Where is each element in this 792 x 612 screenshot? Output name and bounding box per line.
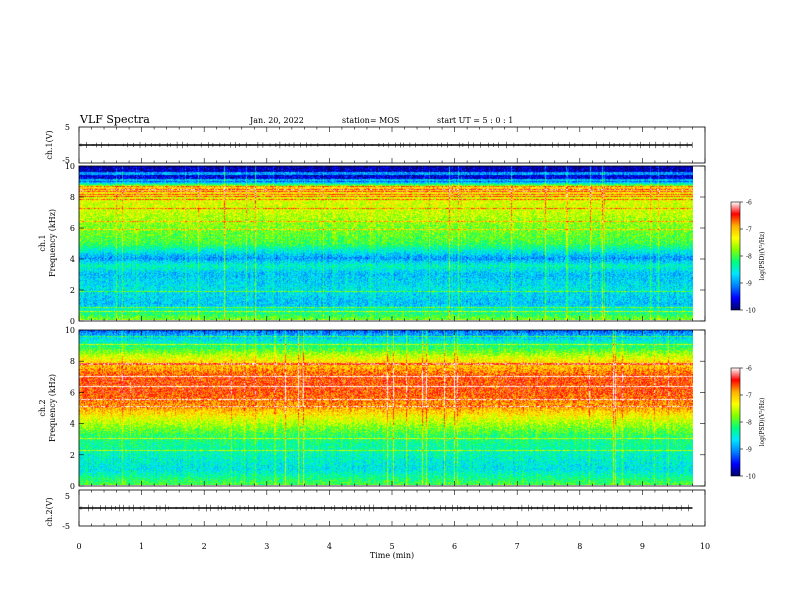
ytick-label: 8: [70, 193, 75, 202]
colorbar-tick-label: -9: [746, 281, 752, 288]
ch1-colorbar: -6 -7 -8 -9 -10 log(PSD)(V²/Hz): [730, 200, 766, 315]
ch2-waveform-ytick-top: 5: [65, 492, 70, 501]
ytick-label: 0: [70, 317, 75, 326]
colorbar-tick-label: -10: [746, 474, 756, 481]
ch2-waveform-ylabel: ch.2(V): [45, 497, 54, 526]
ch1-waveform-trace: [79, 141, 693, 149]
time-tick-label: 8: [577, 542, 582, 551]
time-tick-label: 6: [452, 542, 457, 551]
ch1-spectrogram-image: [79, 166, 693, 320]
station-label: station= MOS: [342, 116, 399, 125]
ch1-colorbar-label: log(PSD)(V²/Hz): [759, 232, 766, 281]
waveform-spikes: [80, 141, 693, 149]
ch2-waveform-xticks: [78, 490, 706, 526]
colorbar-tick-label: -10: [746, 308, 756, 315]
ch2-colorbar: -6 -7 -8 -9 -10 log(PSD)(V²/Hz): [730, 366, 766, 481]
ch1-colorbar-gradient: [730, 201, 741, 311]
ch1-spectrogram-panel: 0 2 4 6 8 10 ch.1 Frequency (kHz): [38, 162, 706, 326]
ytick-label: 10: [65, 326, 75, 335]
time-axis-ticklabels: 0 1 2 3 4 5 6 7 8 9 10: [76, 542, 710, 551]
ch2-spectrogram-ylabel-frequency: Frequency (kHz): [48, 374, 57, 442]
time-tick-label: 4: [327, 542, 332, 551]
ytick-label: 4: [70, 255, 75, 264]
ch1-waveform-ytick-bottom: -5: [62, 156, 70, 165]
ch2-spectrogram-xticks: [78, 330, 706, 486]
ytick-label: 6: [70, 224, 75, 233]
ytick-label: 2: [70, 286, 75, 295]
start-time-label: start UT = 5 : 0 : 1: [437, 116, 513, 125]
ch1-spectrogram-ylabel-frequency: Frequency (kHz): [48, 209, 57, 277]
ytick-label: 10: [65, 162, 75, 171]
ytick-label: 8: [70, 357, 75, 366]
date-label: Jan. 20, 2022: [249, 116, 304, 125]
time-tick-label: 7: [515, 542, 520, 551]
ch2-colorbar-label: log(PSD)(V²/Hz): [759, 398, 766, 447]
ch1-waveform-xticks: [78, 127, 706, 163]
time-tick-label: 10: [700, 542, 710, 551]
ytick-label: 2: [70, 451, 75, 460]
ch2-waveform-ytick-bottom: -5: [62, 522, 70, 531]
ch2-waveform-trace: [79, 504, 693, 512]
waveform-spikes: [80, 504, 689, 512]
ch1-waveform-ylabel: ch.1(V): [45, 130, 54, 159]
ytick-label: 4: [70, 420, 75, 429]
colorbar-tick-label: -6: [746, 200, 752, 207]
colorbar-tick-label: -6: [746, 366, 752, 373]
ytick-label: 0: [70, 482, 75, 491]
ch2-colorbar-gradient: [730, 367, 741, 477]
ch2-spectrogram-image: [79, 330, 693, 485]
colorbar-tick-label: -9: [746, 447, 752, 454]
ch2-spectrogram-panel: 0 2 4 6 8 10 ch.2 Frequency (kHz): [38, 326, 706, 491]
ch1-waveform-panel: 5 -5 ch.1(V): [45, 123, 706, 165]
time-tick-label: 1: [139, 542, 144, 551]
ch1-waveform-ytick-top: 5: [65, 123, 70, 132]
time-tick-label: 2: [202, 542, 207, 551]
time-tick-label: 0: [76, 542, 81, 551]
ch2-spectrogram-yticks: 0 2 4 6 8 10: [65, 326, 705, 491]
ch1-colorbar-ticks: -6 -7 -8 -9 -10: [740, 200, 756, 315]
time-tick-label: 9: [640, 542, 645, 551]
ch2-waveform-panel: 5 -5 ch.2(V): [45, 489, 706, 531]
colorbar-tick-label: -7: [746, 227, 752, 234]
ch1-spectrogram-ylabel-channel: ch.1: [38, 234, 47, 251]
ch1-spectrogram-yticks: 0 2 4 6 8 10: [65, 162, 705, 326]
colorbar-tick-label: -8: [746, 420, 752, 427]
time-tick-label: 5: [389, 542, 394, 551]
ch2-colorbar-ticks: -6 -7 -8 -9 -10: [740, 366, 756, 481]
colorbar-tick-label: -7: [746, 393, 752, 400]
figure-title: VLF Spectra: [79, 113, 150, 126]
colorbar-tick-label: -8: [746, 254, 752, 261]
ch2-spectrogram-ylabel-channel: ch.2: [38, 399, 47, 416]
time-tick-label: 3: [264, 542, 269, 551]
ytick-label: 6: [70, 388, 75, 397]
time-axis-label: Time (min): [370, 551, 414, 560]
ch1-spectrogram-xticks: [78, 166, 706, 321]
